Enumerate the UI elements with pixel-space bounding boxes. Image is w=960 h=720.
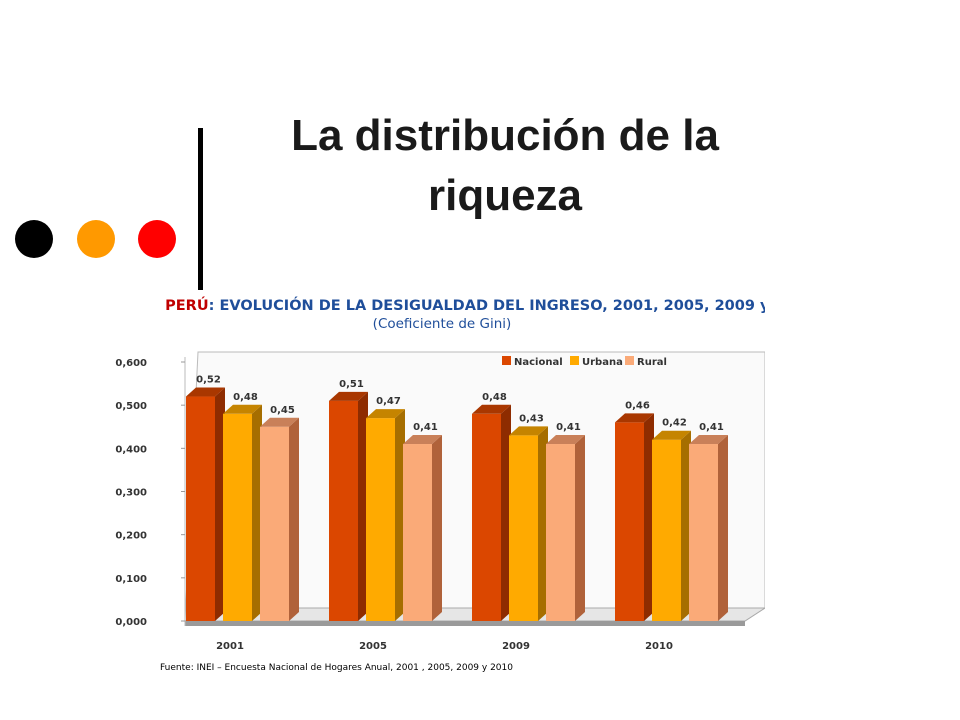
bar-side (575, 435, 585, 621)
bar-top (509, 426, 548, 436)
bar-front (366, 418, 395, 621)
red-dot-icon (138, 220, 176, 258)
bar-nacional-2001: 0,52 (186, 375, 225, 621)
bar-top (223, 404, 262, 414)
gini-bar-chart: PERÚ: EVOLUCIÓN DE LA DESIGUALDAD DEL IN… (115, 296, 765, 673)
bar-urbana-2001: 0,48 (223, 392, 262, 621)
y-tick-label: 0,200 (115, 531, 147, 542)
bar-value-label: 0,48 (482, 392, 507, 403)
bar-value-label: 0,42 (662, 418, 687, 429)
bar-top (186, 387, 225, 397)
bar-side (501, 404, 511, 621)
bar-rural-2009: 0,41 (546, 422, 585, 621)
plot-floor-edge (185, 621, 745, 626)
legend: Nacional Urbana Rural (502, 356, 667, 368)
bar-front (509, 435, 538, 621)
chart-title: PERÚ: EVOLUCIÓN DE LA DESIGUALDAD DEL IN… (165, 296, 765, 314)
bar-top (546, 435, 585, 445)
legend-swatch (502, 356, 511, 365)
bar-top (689, 435, 728, 445)
bar-front (689, 444, 718, 621)
bar-nacional-2009: 0,48 (472, 392, 511, 621)
bar-value-label: 0,43 (519, 413, 544, 424)
chart-title-prefix: PERÚ (165, 296, 208, 314)
x-tick-label: 2010 (645, 641, 673, 652)
bar-nacional-2010: 0,46 (615, 400, 654, 621)
bar-nacional-2005: 0,51 (329, 379, 368, 621)
legend-label: Rural (637, 357, 667, 368)
x-axis: 2001 2005 2009 2010 (216, 641, 673, 652)
bar-urbana-2009: 0,43 (509, 413, 548, 621)
legend-swatch (625, 356, 634, 365)
bar-rural-2010: 0,41 (689, 422, 728, 621)
slide-title-line1: La distribución de la (291, 111, 719, 160)
bar-rural-2005: 0,41 (403, 422, 442, 621)
slide-title: La distribución de la riqueza (225, 106, 785, 226)
legend-item-urbana: Urbana (570, 356, 623, 368)
bar-side (215, 387, 225, 621)
bars: 0,52 0,48 0,45 0,51 0,47 0,41 0,48 0,43 0,41 0,46… (186, 375, 728, 621)
legend-label: Nacional (514, 357, 563, 368)
bar-side (432, 435, 442, 621)
bar-value-label: 0,41 (413, 422, 438, 433)
legend-swatch (570, 356, 579, 365)
bar-value-label: 0,51 (339, 379, 364, 390)
chart-source: Fuente: INEI – Encuesta Nacional de Hoga… (160, 663, 513, 673)
y-axis: 0,000 0,100 0,200 0,300 0,400 0,500 0,600 (115, 357, 186, 628)
vertical-divider (198, 128, 203, 290)
chart-subtitle: (Coeficiente de Gini) (373, 316, 512, 332)
bar-front (329, 400, 358, 621)
bar-side (681, 430, 691, 621)
bar-side (644, 413, 654, 621)
x-tick-label: 2001 (216, 641, 244, 652)
bar-top (329, 391, 368, 401)
black-dot-icon (15, 220, 53, 258)
bar-value-label: 0,47 (376, 396, 401, 407)
bar-value-label: 0,52 (196, 375, 221, 386)
bar-front (223, 413, 252, 621)
bar-top (403, 435, 442, 445)
bar-top (615, 413, 654, 423)
bar-side (395, 409, 405, 621)
legend-label: Urbana (582, 357, 623, 368)
bar-top (366, 409, 405, 419)
x-tick-label: 2005 (359, 641, 387, 652)
bar-top (472, 404, 511, 414)
bar-urbana-2005: 0,47 (366, 396, 405, 621)
bar-value-label: 0,41 (699, 422, 724, 433)
slide-title-line2: riqueza (427, 171, 583, 220)
y-tick-label: 0,500 (115, 401, 147, 412)
bar-side (718, 435, 728, 621)
chart-title-rest: : EVOLUCIÓN DE LA DESIGUALDAD DEL INGRES… (209, 296, 765, 314)
bar-top (260, 417, 299, 427)
y-tick-label: 0,100 (115, 574, 147, 585)
y-tick-label: 0,300 (115, 488, 147, 499)
x-tick-label: 2009 (502, 641, 530, 652)
bar-value-label: 0,48 (233, 392, 258, 403)
bar-front (546, 444, 575, 621)
bar-side (252, 404, 262, 621)
bar-value-label: 0,41 (556, 422, 581, 433)
bar-front (652, 439, 681, 621)
bar-rural-2001: 0,45 (260, 405, 299, 621)
bar-top (652, 430, 691, 440)
bar-value-label: 0,45 (270, 405, 295, 416)
bar-front (260, 426, 289, 621)
bar-value-label: 0,46 (625, 400, 650, 411)
bar-side (538, 426, 548, 621)
legend-item-rural: Rural (625, 356, 667, 368)
bar-side (289, 417, 299, 621)
bar-side (358, 391, 368, 621)
legend-item-nacional: Nacional (502, 356, 563, 368)
bar-front (615, 422, 644, 621)
y-tick-label: 0,000 (115, 617, 147, 628)
y-tick-label: 0,600 (115, 358, 147, 369)
y-tick-label: 0,400 (115, 444, 147, 455)
bar-urbana-2010: 0,42 (652, 418, 691, 621)
orange-dot-icon (77, 220, 115, 258)
bar-front (403, 444, 432, 621)
bar-front (472, 413, 501, 621)
bar-front (186, 396, 215, 621)
